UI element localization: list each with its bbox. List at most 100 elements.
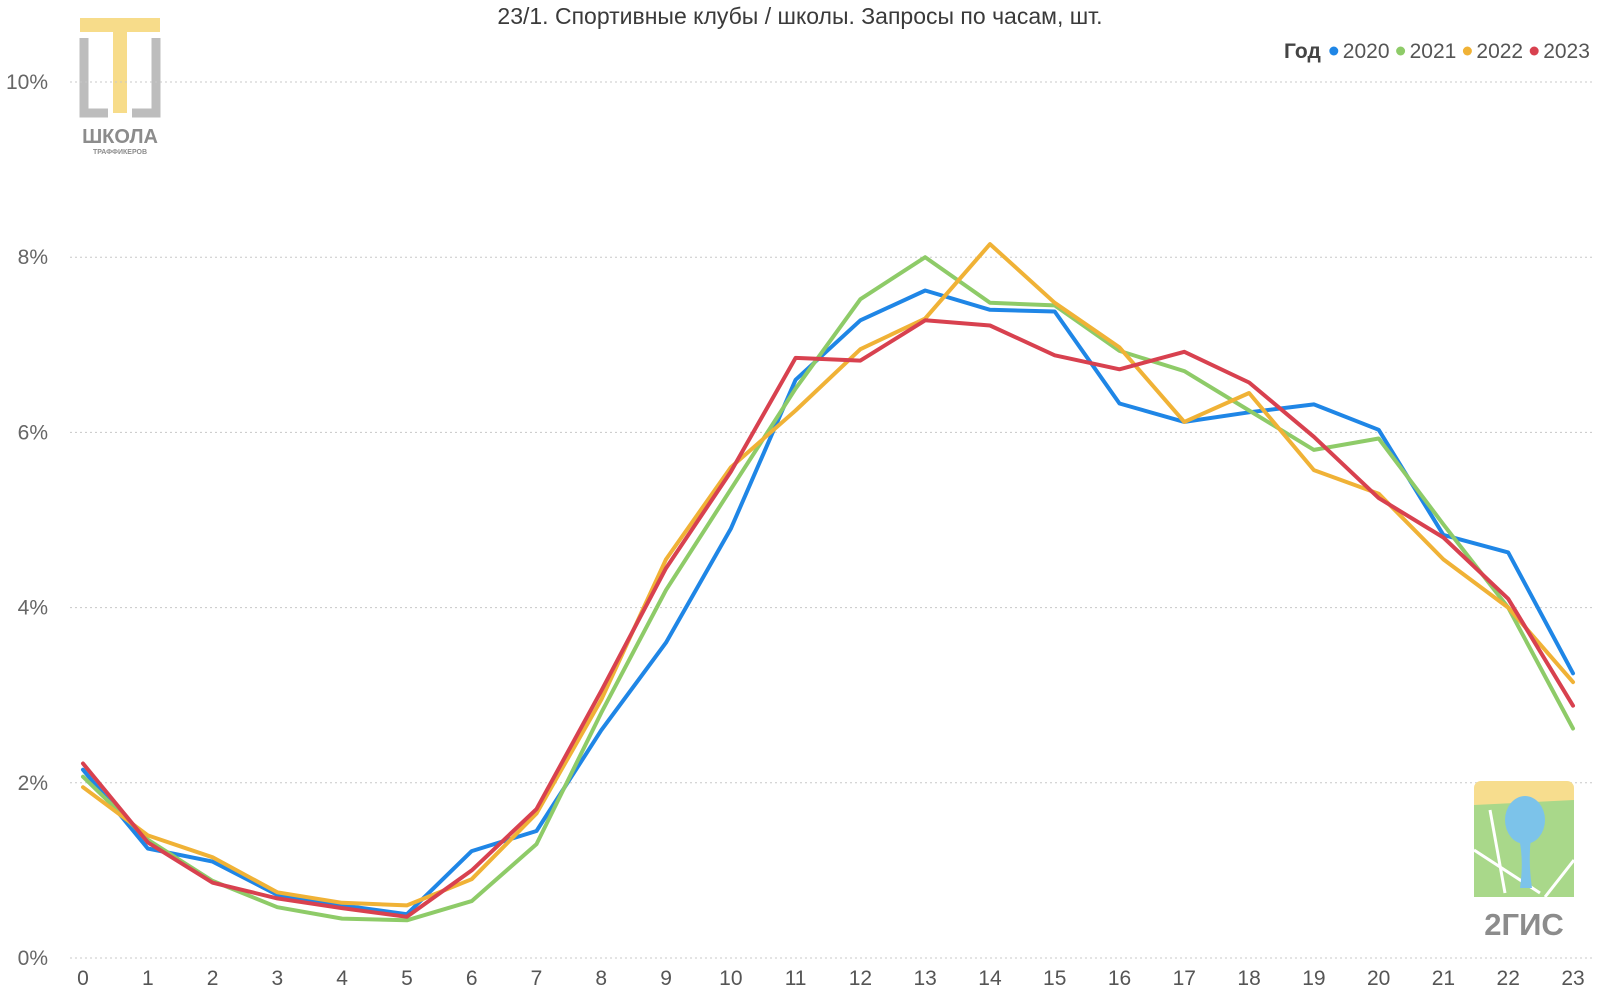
data-point-2020 bbox=[341, 904, 343, 906]
data-point-2023 bbox=[471, 869, 473, 871]
legend-marker-2023 bbox=[1529, 46, 1539, 56]
x-tick-label: 14 bbox=[978, 967, 1002, 990]
x-tick-label: 5 bbox=[401, 967, 413, 990]
legend-label-2022: 2022 bbox=[1476, 40, 1523, 63]
x-tick-label: 10 bbox=[719, 967, 742, 990]
school-logo-title: ШКОЛА bbox=[82, 126, 158, 148]
x-tick-label: 21 bbox=[1432, 967, 1455, 990]
data-point-2020 bbox=[535, 830, 537, 832]
data-point-2021 bbox=[1378, 438, 1380, 440]
data-point-2022 bbox=[147, 834, 149, 836]
x-tick-label: 2 bbox=[207, 967, 219, 990]
legend-label-2020: 2020 bbox=[1343, 40, 1390, 63]
data-point-2020 bbox=[1507, 551, 1509, 553]
legend-title: Год bbox=[1284, 40, 1321, 63]
data-point-2020 bbox=[1378, 429, 1380, 431]
x-tick-label: 12 bbox=[849, 967, 872, 990]
data-point-2021 bbox=[665, 589, 667, 591]
data-point-2022 bbox=[600, 699, 602, 701]
data-point-2021 bbox=[1183, 370, 1185, 372]
data-point-2021 bbox=[924, 256, 926, 258]
school-logo: ШКОЛА ТРАФФИКЕРОВ bbox=[79, 18, 161, 156]
x-tick-label: 15 bbox=[1043, 967, 1066, 990]
data-point-2022 bbox=[1442, 558, 1444, 560]
2gis-logo-text: 2ГИС bbox=[1484, 907, 1563, 942]
x-tick-label: 23 bbox=[1561, 967, 1584, 990]
data-point-2023 bbox=[147, 841, 149, 843]
data-point-2021 bbox=[1572, 727, 1574, 729]
chart-title: 23/1. Спортивные клубы / школы. Запросы … bbox=[497, 3, 1102, 29]
data-point-2023 bbox=[1119, 368, 1121, 370]
y-axis: 0% 2% 4% 6% 8% 10% bbox=[6, 71, 48, 970]
data-point-2021 bbox=[989, 302, 991, 304]
data-point-2023 bbox=[989, 325, 991, 327]
x-tick-label: 6 bbox=[466, 967, 478, 990]
data-point-2021 bbox=[1313, 449, 1315, 451]
x-tick-label: 17 bbox=[1173, 967, 1196, 990]
data-point-2022 bbox=[471, 878, 473, 880]
data-point-2021 bbox=[1248, 410, 1250, 411]
x-tick-label: 7 bbox=[531, 967, 543, 990]
data-point-2022 bbox=[1248, 392, 1250, 394]
y-tick-label: 2% bbox=[18, 772, 48, 795]
data-point-2023 bbox=[341, 907, 343, 909]
y-tick-label: 0% bbox=[18, 947, 48, 970]
data-point-2023 bbox=[795, 357, 797, 359]
data-point-2020 bbox=[276, 894, 278, 896]
x-tick-label: 0 bbox=[77, 967, 89, 990]
y-tick-label: 8% bbox=[18, 246, 48, 269]
data-point-2023 bbox=[212, 882, 214, 884]
data-point-2020 bbox=[600, 729, 602, 731]
data-point-2021 bbox=[82, 776, 84, 778]
data-point-2023 bbox=[1507, 598, 1509, 600]
data-point-2022 bbox=[1183, 421, 1185, 423]
data-point-2023 bbox=[1054, 354, 1056, 356]
data-point-2020 bbox=[147, 848, 149, 849]
data-point-2023 bbox=[1378, 497, 1380, 499]
data-point-2021 bbox=[730, 488, 732, 490]
data-point-2020 bbox=[82, 769, 84, 771]
data-point-2020 bbox=[989, 309, 991, 311]
series-line-2021 bbox=[81, 255, 1575, 923]
data-point-2023 bbox=[1248, 381, 1250, 383]
legend-marker-2022 bbox=[1462, 46, 1472, 56]
data-point-2020 bbox=[665, 642, 667, 644]
data-point-2021 bbox=[406, 919, 408, 921]
data-point-2023 bbox=[924, 319, 926, 321]
x-tick-label: 3 bbox=[272, 967, 284, 990]
x-tick-label: 8 bbox=[595, 967, 607, 990]
data-point-2022 bbox=[406, 904, 408, 906]
data-point-2020 bbox=[1054, 311, 1056, 313]
data-point-2022 bbox=[1572, 681, 1574, 683]
data-point-2022 bbox=[795, 410, 797, 411]
data-point-2022 bbox=[82, 786, 84, 788]
data-point-2022 bbox=[859, 348, 861, 350]
y-tick-label: 4% bbox=[18, 597, 48, 620]
grid bbox=[70, 81, 1592, 959]
data-point-2020 bbox=[795, 379, 797, 381]
data-point-2022 bbox=[535, 812, 537, 814]
data-point-2020 bbox=[859, 319, 861, 321]
data-point-2023 bbox=[1313, 436, 1315, 438]
data-point-2022 bbox=[276, 891, 278, 893]
data-point-2022 bbox=[1054, 302, 1056, 304]
x-tick-label: 18 bbox=[1237, 967, 1260, 990]
x-tick-label: 22 bbox=[1497, 967, 1520, 990]
data-point-2022 bbox=[1378, 493, 1380, 495]
data-point-2021 bbox=[859, 298, 861, 300]
data-point-2023 bbox=[730, 471, 732, 473]
data-point-2020 bbox=[924, 289, 926, 291]
y-tick-label: 6% bbox=[18, 421, 48, 444]
series-line-2022 bbox=[81, 242, 1575, 908]
data-point-2021 bbox=[1442, 523, 1444, 525]
data-point-2022 bbox=[1313, 469, 1315, 471]
series-line-2023 bbox=[81, 318, 1575, 919]
legend-marker-2021 bbox=[1396, 46, 1406, 56]
x-tick-label: 11 bbox=[785, 967, 807, 990]
data-point-2021 bbox=[276, 906, 278, 908]
y-tick-label: 10% bbox=[6, 71, 48, 94]
data-point-2020 bbox=[212, 861, 214, 863]
series-line-2020 bbox=[81, 288, 1575, 917]
data-point-2023 bbox=[82, 763, 84, 765]
